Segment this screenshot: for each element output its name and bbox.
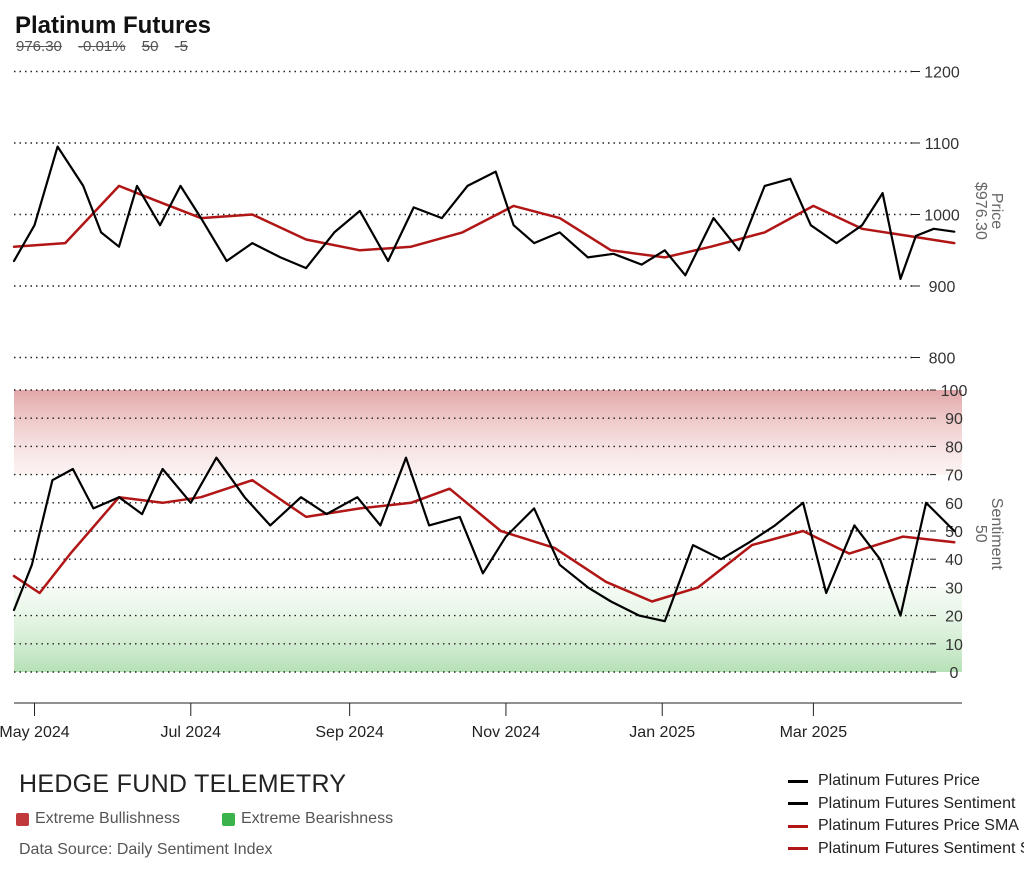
key-extreme-bearishness: Extreme Bearishness — [222, 810, 393, 828]
legend-item-sentiment-sma[interactable]: Platinum Futures Sentiment SMA — [788, 838, 1024, 861]
bullish-swatch — [16, 812, 29, 826]
subtitle-sentiment-change: -5 — [174, 38, 188, 55]
sentiment-tick-label: 10 — [945, 637, 963, 654]
chart-legend: Platinum Futures Price Platinum Futures … — [788, 770, 1024, 860]
sentiment-line — [12, 456, 956, 623]
legend-line-icon — [788, 779, 808, 783]
x-tick-label: Nov 2024 — [472, 724, 541, 741]
extreme-bearishness-band — [14, 587, 962, 672]
chart-canvas: 800 900 1000 1100 1200 0 10 20 30 40 50 60 70 80 90 100… — [0, 65, 1005, 742]
price-axis-title: Price — [988, 193, 1005, 230]
sentiment-tick-label: 60 — [945, 496, 963, 513]
extreme-bullishness-band — [14, 390, 962, 475]
sentiment-axis-value: 50 — [972, 525, 989, 543]
sentiment-tick-label: 70 — [945, 468, 963, 485]
sentiment-tick-label: 20 — [945, 609, 963, 626]
legend-item-sentiment[interactable]: Platinum Futures Sentiment — [788, 793, 1024, 816]
x-tick-label: Jul 2024 — [161, 724, 222, 741]
sentiment-tick-label: 80 — [945, 439, 963, 456]
legend-label: Platinum Futures Price SMA — [818, 817, 1019, 835]
subtitle-sentiment: 50 — [141, 38, 159, 55]
price-tick-label: 800 — [929, 351, 956, 368]
legend-item-price-sma[interactable]: Platinum Futures Price SMA — [788, 815, 1024, 838]
legend-label: Platinum Futures Sentiment — [818, 794, 1016, 812]
price-line — [12, 145, 956, 280]
sentiment-tick-label: 100 — [941, 383, 968, 400]
sentiment-tick-label: 0 — [950, 665, 959, 682]
sentiment-tick-label: 30 — [945, 580, 963, 597]
brand-name: HEDGE FUND TELEMETRY — [19, 770, 347, 798]
legend-line-icon — [788, 824, 808, 828]
chart-title: Platinum Futures — [15, 12, 212, 39]
price-tick-label: 900 — [929, 279, 956, 296]
bullish-label: Extreme Bullishness — [35, 810, 180, 827]
x-tick-label: Jan 2025 — [629, 724, 695, 741]
price-tick-label: 1200 — [924, 65, 960, 82]
legend-line-icon — [788, 847, 808, 851]
sentiment-tick-label: 50 — [945, 524, 963, 541]
legend-label: Platinum Futures Price — [818, 772, 980, 790]
data-source: Data Source: Daily Sentiment Index — [19, 841, 273, 858]
key-extreme-bullishness: Extreme Bullishness — [16, 810, 180, 828]
sentiment-tick-label: 40 — [945, 552, 963, 569]
sentiment-sma-line — [12, 478, 956, 603]
sentiment-tick-label: 90 — [945, 411, 963, 428]
bearish-label: Extreme Bearishness — [241, 810, 394, 827]
subtitle-change: -0.01% — [78, 38, 126, 55]
price-tick-label: 1000 — [924, 208, 960, 225]
legend-item-price[interactable]: Platinum Futures Price — [788, 770, 1024, 793]
legend-label: Platinum Futures Sentiment SMA — [818, 839, 1024, 857]
price-sma-line — [12, 184, 956, 259]
x-tick-label: Sep 2024 — [315, 724, 384, 741]
price-axis-value: $976.30 — [972, 182, 989, 240]
subtitle-price: 976.30 — [16, 38, 62, 55]
sentiment-axis-title: Sentiment — [988, 498, 1005, 571]
chart-subtitle: 976.30 -0.01% 50 -5 — [16, 38, 200, 55]
legend-line-icon — [788, 802, 808, 806]
x-tick-label: May 2024 — [0, 724, 70, 741]
bearish-swatch — [222, 812, 235, 826]
x-tick-label: Mar 2025 — [780, 724, 848, 741]
price-tick-label: 1100 — [925, 136, 960, 153]
